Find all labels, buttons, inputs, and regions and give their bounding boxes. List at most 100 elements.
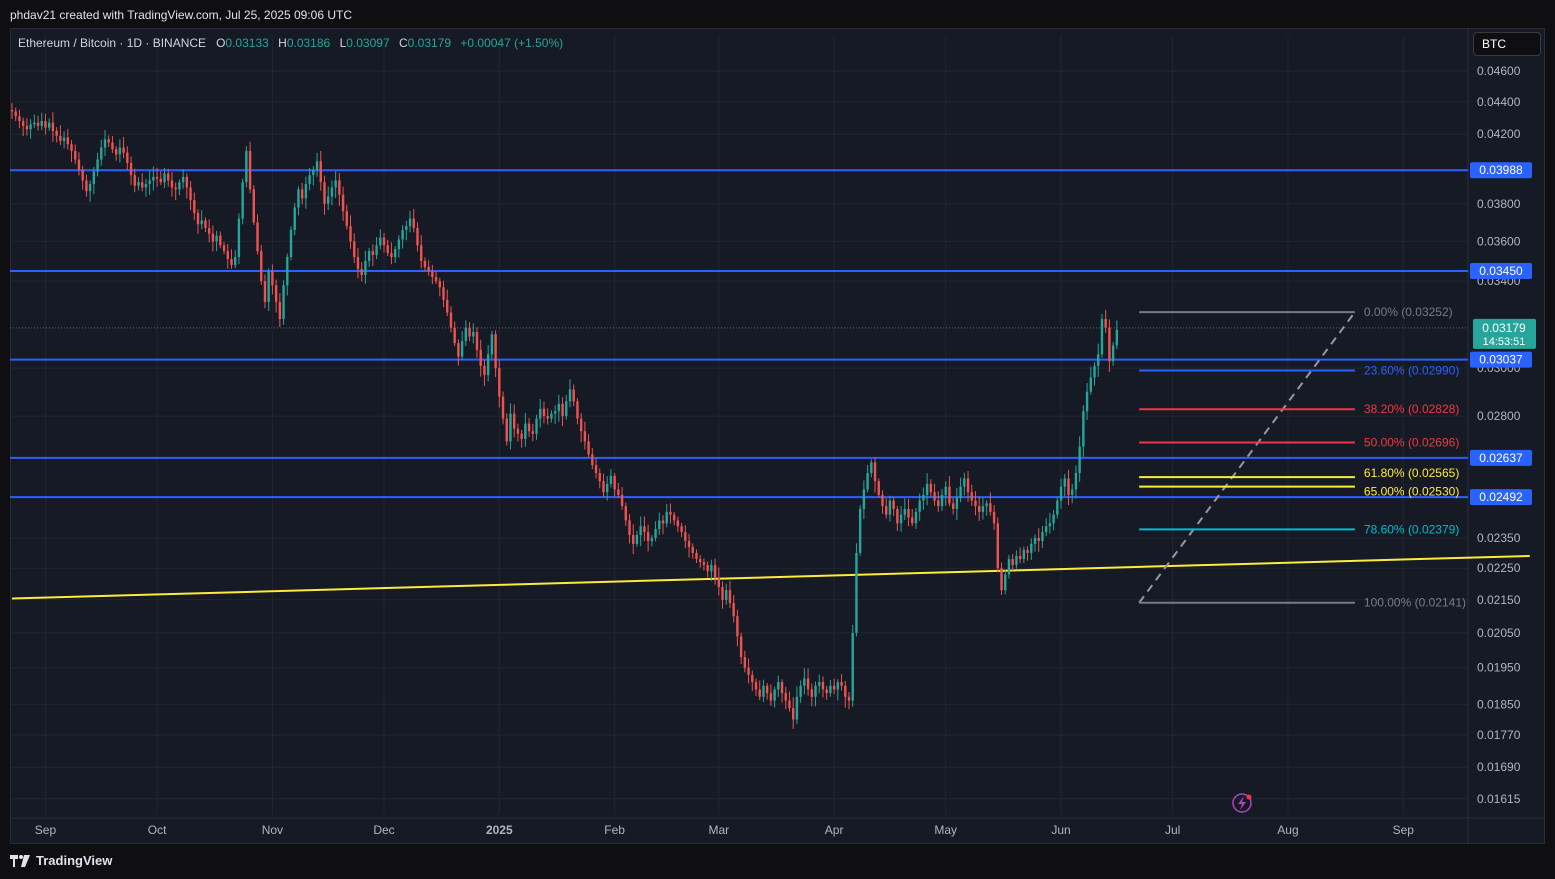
level-price-text: 0.03450 [1479, 264, 1523, 278]
candle-body [699, 558, 702, 563]
y-tick-label: 0.01615 [1477, 792, 1521, 806]
x-tick-label: Dec [373, 823, 394, 837]
candle-body [66, 137, 69, 145]
candle-body [646, 532, 650, 541]
candle-body [524, 423, 527, 439]
candle-body [170, 180, 174, 188]
candle-body [821, 682, 825, 690]
candle-body [263, 281, 267, 302]
fibonacci-retracement: 0.00% (0.03252) 23.60% (0.02990) 38.20% (0… [1139, 305, 1466, 610]
candle-body [1074, 473, 1078, 490]
candle-body [579, 418, 583, 432]
candle-body [669, 511, 672, 515]
candle-body [743, 657, 747, 668]
candle-body [1063, 478, 1066, 487]
candle-body [531, 431, 534, 434]
candle-body [360, 268, 363, 276]
candle-body [539, 408, 542, 419]
close-label: C [398, 36, 408, 50]
candle-body [992, 511, 996, 524]
y-tick-label: 0.02150 [1477, 593, 1521, 607]
candle-body [810, 689, 813, 697]
x-tick-label: May [934, 823, 957, 837]
fib-level-label: 50.00% (0.02696) [1364, 435, 1459, 449]
candle-body [100, 147, 103, 160]
candle-body [219, 235, 222, 246]
candle-body [933, 492, 936, 501]
candle-body [803, 678, 806, 686]
x-tick-label: Aug [1277, 823, 1298, 837]
candle-body [970, 492, 973, 501]
candle-body [174, 187, 177, 190]
candle-body [948, 486, 951, 504]
candle-body [940, 494, 944, 507]
candle-body [382, 237, 386, 246]
fib-level-label: 38.20% (0.02828) [1364, 402, 1459, 416]
candle-body [762, 685, 765, 697]
candle-body [144, 183, 148, 188]
lightning-icon[interactable] [1232, 793, 1252, 813]
candle-body [29, 124, 32, 130]
candle-body [620, 494, 624, 507]
candle-body [881, 494, 884, 507]
time-axis: Sep Oct Nov Dec 2025 Feb Mar Apr May Jun Jul Aug Sep [35, 823, 1414, 837]
candle-body [356, 257, 360, 269]
candle-body [312, 169, 315, 176]
candle-body [870, 462, 873, 474]
horizontal-levels [10, 169, 1468, 499]
candle-body [141, 182, 144, 188]
bolt-circle [1232, 793, 1252, 813]
candle-body [211, 233, 215, 242]
y-tick-label: 0.02800 [1477, 409, 1521, 423]
candle-body [1085, 391, 1089, 412]
candle-body [591, 454, 594, 465]
candle-body [583, 431, 587, 442]
candle-body [739, 636, 743, 658]
candle-body [795, 696, 799, 720]
level-price-text: 0.02492 [1479, 490, 1523, 504]
candle-body [319, 161, 322, 183]
candle-body [222, 245, 226, 252]
chart-caption: phdav21 created with TradingView.com, Ju… [10, 8, 352, 22]
candle-body [293, 207, 296, 230]
y-tick-label: 0.02050 [1477, 626, 1521, 640]
fib-level-label: 0.00% (0.03252) [1364, 305, 1453, 319]
candle-body [1078, 446, 1081, 474]
price-axis: 0.04600 0.04400 0.04200 0.03800 0.03600 0.034… [1477, 64, 1521, 806]
candle-body [1018, 555, 1022, 559]
candle-body [963, 478, 966, 487]
candle-body [628, 520, 631, 536]
candle-body [892, 500, 895, 509]
candle-body [613, 475, 616, 490]
candle-body [237, 218, 241, 258]
candle-body [486, 354, 490, 376]
candle-body [315, 161, 319, 170]
candle-body [245, 150, 248, 183]
y-tick-label: 0.01690 [1477, 760, 1521, 774]
candle-body [676, 520, 680, 527]
close-value: 0.03179 [407, 36, 452, 50]
candle-body [527, 423, 531, 432]
price-labels: 0.03988 0.03450 0.03037 0.02637 0.02492 0.031… [1470, 162, 1536, 506]
candle-body [1044, 526, 1048, 533]
x-tick-label: Jul [1165, 823, 1180, 837]
last-price-badge [1473, 318, 1536, 349]
candle-body [702, 562, 706, 566]
candle-body [765, 685, 769, 694]
candle-body [200, 220, 203, 225]
candle-body [661, 520, 665, 524]
candle-body [710, 565, 713, 572]
tradingview-logo[interactable]: TradingView [10, 853, 112, 868]
candle-body [728, 590, 732, 604]
candle-body [215, 235, 218, 242]
candle-body [483, 365, 486, 376]
currency-button[interactable]: BTC [1473, 32, 1541, 56]
candle-body [460, 340, 464, 357]
level-price-badge [1470, 449, 1532, 466]
candle-body [241, 182, 244, 219]
candle-body [777, 682, 780, 690]
x-tick-label: 2025 [486, 823, 513, 837]
candle-body [687, 540, 691, 547]
candle-body [951, 503, 955, 509]
